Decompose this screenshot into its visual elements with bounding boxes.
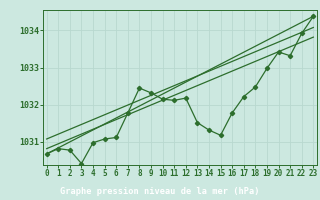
- Text: Graphe pression niveau de la mer (hPa): Graphe pression niveau de la mer (hPa): [60, 187, 260, 196]
